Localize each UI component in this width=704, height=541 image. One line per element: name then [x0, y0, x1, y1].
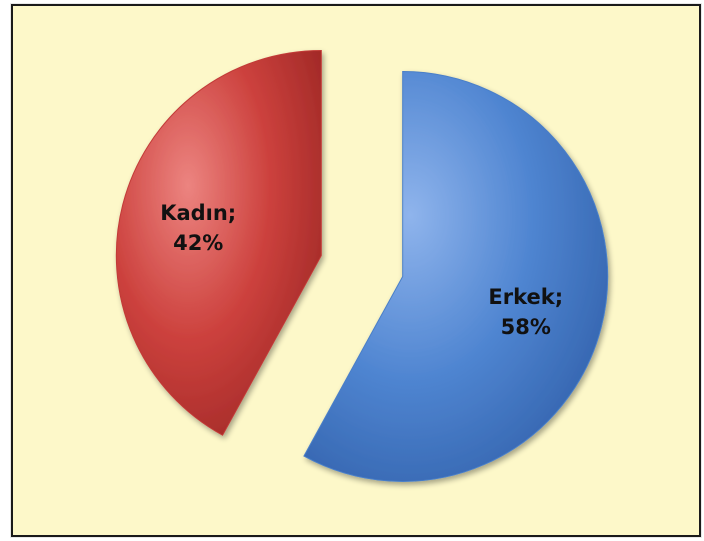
data-label-kadın: Kadın; 42% — [160, 201, 236, 255]
pie-slice-erkek — [303, 70, 609, 482]
pie-slice-kadın — [115, 50, 322, 436]
data-label-erkek: Erkek; 58% — [488, 285, 563, 339]
